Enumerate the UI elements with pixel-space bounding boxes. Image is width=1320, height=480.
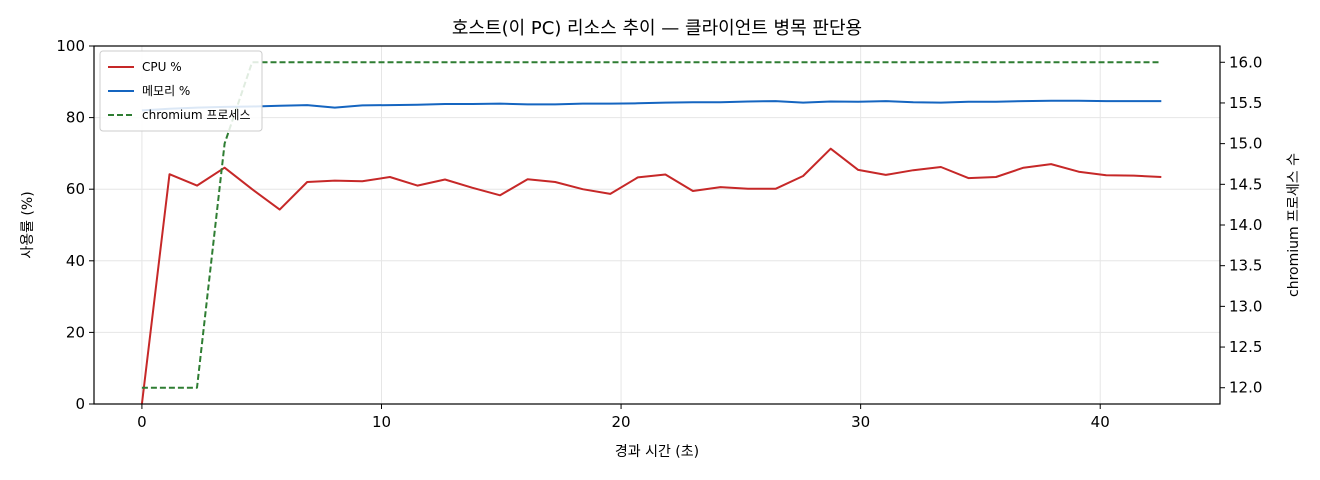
series-line-0 xyxy=(140,147,1162,405)
y2-tick-label: 15.0 xyxy=(1229,135,1262,153)
y2-tick-label: 16.0 xyxy=(1229,53,1262,71)
y2-tick-label: 12.5 xyxy=(1229,338,1262,356)
y2-tick-label: 14.0 xyxy=(1229,216,1262,234)
plot-frame xyxy=(93,45,1221,405)
x-tick-label: 30 xyxy=(851,413,870,431)
x-tick-label: 0 xyxy=(137,413,147,431)
y-tick-label: 100 xyxy=(56,37,85,55)
series-line-1 xyxy=(141,99,1162,112)
x-tick-label: 10 xyxy=(372,413,391,431)
grid xyxy=(94,45,1220,405)
y-tick-label: 80 xyxy=(66,109,85,127)
legend: CPU % 메모리 % chromium 프로세스 xyxy=(99,50,263,132)
y2-tick-label: 15.5 xyxy=(1229,94,1262,112)
axis-ticks: 0 10 20 30 40 0 20 40 60 80 100 12.0 12.5 13.0 13.5 14.… xyxy=(56,37,1262,431)
y2-axis-label: chromium 프로세스 수 xyxy=(1286,153,1302,297)
y2-tick-label: 13.5 xyxy=(1229,257,1262,275)
y2-tick-label: 13.0 xyxy=(1229,297,1262,315)
series-layer xyxy=(140,61,1162,405)
y-tick-label: 40 xyxy=(66,252,85,270)
y2-tick-label: 14.5 xyxy=(1229,175,1262,193)
y2-tick-label: 12.0 xyxy=(1229,379,1262,397)
series-line-2 xyxy=(141,61,1162,389)
x-axis-label: 경과 시간 (초) xyxy=(615,444,699,460)
legend-label-2: chromium 프로세스 xyxy=(142,108,251,122)
y-tick-label: 20 xyxy=(66,323,85,341)
chart-title: 호스트(이 PC) 리소스 추이 — 클라이언트 병목 판단용 xyxy=(452,18,862,39)
x-tick-label: 20 xyxy=(612,413,631,431)
x-tick-label: 40 xyxy=(1091,413,1110,431)
y-tick-label: 60 xyxy=(66,180,85,198)
legend-label-0: CPU % xyxy=(142,60,182,74)
y-axis-label: 사용률 (%) xyxy=(20,191,36,258)
legend-box xyxy=(99,50,263,132)
y-tick-label: 0 xyxy=(75,395,85,413)
legend-label-1: 메모리 % xyxy=(142,84,190,98)
